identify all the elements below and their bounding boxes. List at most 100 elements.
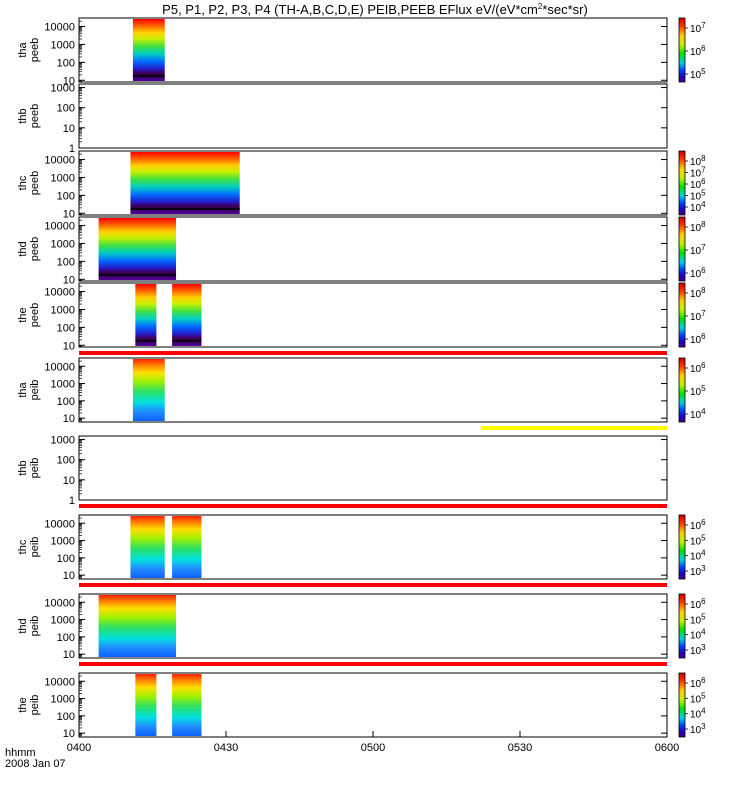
colorbar-label: 107 <box>690 243 706 257</box>
colorbar-label: 107 <box>690 309 706 323</box>
colorbar-label: 106 <box>690 676 706 690</box>
colorbar-label: 105 <box>690 691 706 705</box>
colorbar-label: 107 <box>690 166 706 180</box>
y-tick-label: 1000 <box>51 83 75 95</box>
colorbar-thd-peeb: 108 107 106 <box>678 216 706 282</box>
y-axis-label: thcpeeb <box>17 171 41 195</box>
colorbar-gradient <box>678 357 686 423</box>
colorbar-label: 106 <box>690 177 706 191</box>
panel-tha-peib: 10000 1000 100 10 thapeib 106 105 104 <box>17 357 706 425</box>
spectrogram-block-thc-peeb-0 <box>130 152 240 214</box>
y-tick-label: 10 <box>63 649 75 661</box>
flag-bar <box>79 662 667 666</box>
colorbar-the-peeb: 108 107 106 <box>678 282 706 348</box>
colorbar-gradient <box>678 593 686 659</box>
y-tick-label: 1000 <box>51 536 75 548</box>
panel-thd-peeb: 10000 1000 100 10 thdpeeb 108 107 106 <box>17 216 706 286</box>
colorbar-label: 108 <box>690 220 706 234</box>
y-tick-label: 100 <box>57 322 75 334</box>
y-tick-label: 1000 <box>51 379 75 391</box>
y-axis-label: thepeeb <box>17 303 41 327</box>
y-tick-label: 1000 <box>51 615 75 627</box>
colorbar-label: 104 <box>690 707 706 721</box>
spectrogram-block-the-peeb-1 <box>172 284 202 346</box>
y-axis-label: thbpeeb <box>17 104 41 128</box>
colorbar-tha-peeb: 107 106 105 <box>678 17 706 83</box>
colorbar-label: 106 <box>690 266 706 280</box>
time-axis: hhmm 2008 Jan 07 0400 0430 0500 0530 0600 <box>5 731 679 770</box>
colorbar-label: 106 <box>690 44 706 58</box>
colorbar-label: 107 <box>690 21 706 35</box>
y-tick-label: 10 <box>63 413 75 425</box>
y-tick-label: 10000 <box>44 676 75 688</box>
panel-frame <box>78 282 668 348</box>
colorbar-gradient <box>678 514 686 580</box>
y-tick-label: 1000 <box>51 39 75 51</box>
y-axis-label: thepeib <box>17 695 41 716</box>
colorbar-label: 104 <box>690 407 706 421</box>
spectrogram-block-thc-peib-1 <box>172 516 202 578</box>
flag-bar <box>79 583 667 587</box>
y-tick-label: 10000 <box>44 287 75 299</box>
y-axis-label: thbpeib <box>17 458 41 479</box>
y-tick-label: 10000 <box>44 221 75 233</box>
y-tick-label: 10 <box>63 475 75 487</box>
panel-thb-peib: 1000 100 10 1 thbpeib <box>17 435 668 507</box>
colorbar-label: 105 <box>690 67 706 81</box>
y-tick-label: 100 <box>57 190 75 202</box>
panel-frame <box>78 357 668 423</box>
y-tick-label: 10 <box>63 123 75 135</box>
y-axis-label: thcpeib <box>17 537 41 558</box>
x-tick-label: 0400 <box>67 742 91 754</box>
x-tick-label: 0430 <box>214 742 238 754</box>
y-tick-label: 1000 <box>51 304 75 316</box>
y-tick-label: 1 <box>69 143 75 155</box>
y-axis-label: thapeib <box>17 380 41 401</box>
y-tick-label: 100 <box>57 57 75 69</box>
colorbar-label: 106 <box>690 361 706 375</box>
panel-frame <box>78 593 668 659</box>
spectrogram-block-thd-peeb-0 <box>98 218 177 280</box>
y-tick-label: 10 <box>63 728 75 740</box>
spectrogram-block-the-peib-1 <box>172 674 202 736</box>
colorbar-label: 108 <box>690 154 706 168</box>
colorbar-label: 104 <box>690 200 706 214</box>
y-tick-label: 10 <box>63 208 75 220</box>
spectrogram-block-the-peeb-0 <box>135 284 157 346</box>
y-tick-label: 100 <box>57 553 75 565</box>
colorbar-label: 105 <box>690 533 706 547</box>
spectrogram-block-the-peib-0 <box>135 674 157 736</box>
colorbar-label: 103 <box>690 643 706 657</box>
panel-thb-peeb: 1000 100 10 1 thbpeeb <box>17 83 668 155</box>
spectrogram-block-thc-peib-0 <box>130 516 165 578</box>
y-axis-label: thdpeeb <box>17 237 41 261</box>
colorbar-gradient <box>678 216 686 282</box>
y-tick-label: 10000 <box>44 518 75 530</box>
y-axis-label: thdpeib <box>17 616 41 637</box>
y-tick-label: 100 <box>57 256 75 268</box>
x-axis-label: hhmm <box>5 747 36 759</box>
y-tick-label: 10000 <box>44 361 75 373</box>
colorbar-label: 104 <box>690 628 706 642</box>
x-tick-label: 0600 <box>655 742 679 754</box>
y-tick-label: 100 <box>57 632 75 644</box>
y-tick-label: 1000 <box>51 694 75 706</box>
colorbar-gradient <box>678 672 686 738</box>
x-axis-date: 2008 Jan 07 <box>5 758 66 770</box>
y-tick-label: 10 <box>63 274 75 286</box>
y-tick-label: 100 <box>57 455 75 467</box>
y-tick-label: 1000 <box>51 238 75 250</box>
panel-frame <box>78 17 668 83</box>
y-tick-label: 10 <box>63 75 75 87</box>
colorbar-label: 104 <box>690 549 706 563</box>
spectrogram-panels: 10000100010010thapeeb1071061051000100101… <box>17 17 706 740</box>
y-tick-label: 10000 <box>44 155 75 167</box>
colorbar-label: 106 <box>690 332 706 346</box>
y-tick-label: 1000 <box>51 172 75 184</box>
